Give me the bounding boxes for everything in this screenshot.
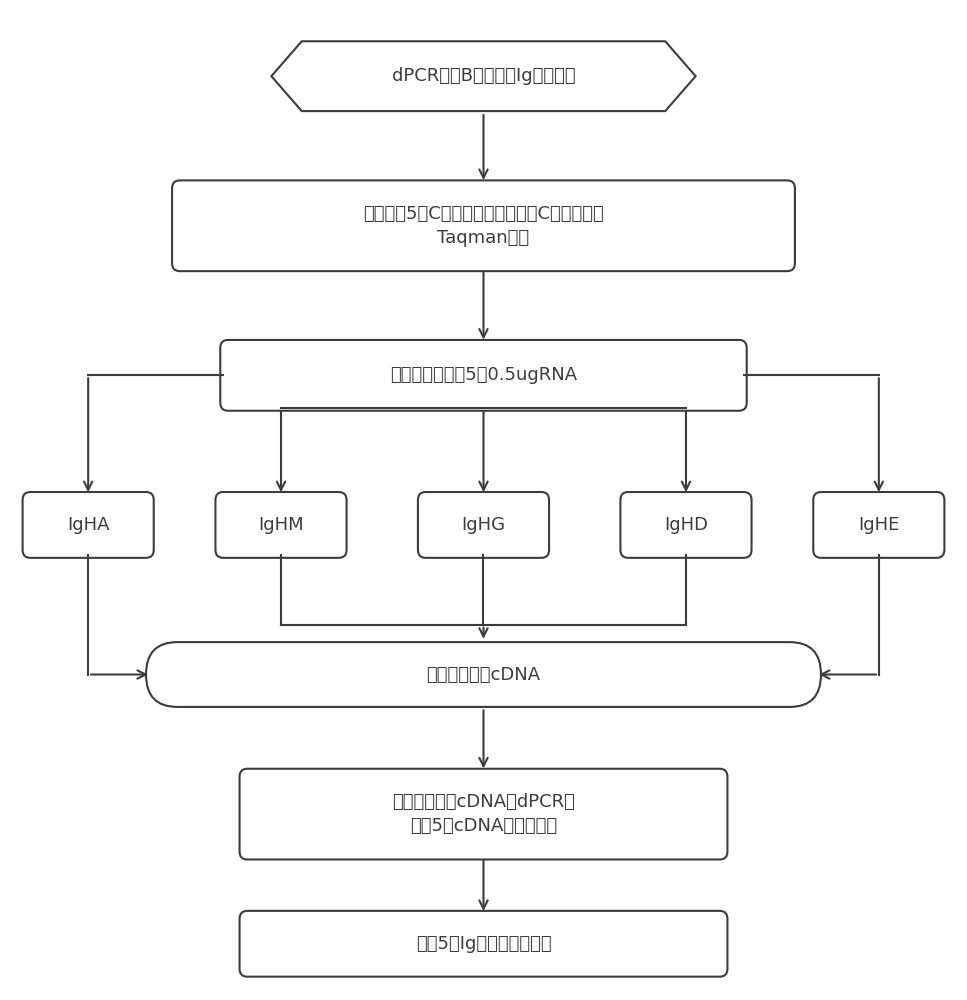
FancyBboxPatch shape: [146, 642, 821, 707]
Text: IgHM: IgHM: [258, 516, 304, 534]
Text: 分别设计5种C区反转录引物、扩增C区的引物和
Taqman探针: 分别设计5种C区反转录引物、扩增C区的引物和 Taqman探针: [364, 205, 603, 247]
Polygon shape: [272, 41, 695, 111]
Text: 计算5种Ig基因的分布比例: 计算5种Ig基因的分布比例: [416, 935, 551, 953]
Text: IgHE: IgHE: [858, 516, 899, 534]
FancyBboxPatch shape: [220, 340, 747, 411]
FancyBboxPatch shape: [621, 492, 751, 558]
Text: IgHG: IgHG: [461, 516, 506, 534]
FancyBboxPatch shape: [240, 769, 727, 859]
Text: dPCR鉴定B淋巴细胞Ig基因分布: dPCR鉴定B淋巴细胞Ig基因分布: [392, 67, 575, 85]
Text: 同个样本分别取5份0.5ugRNA: 同个样本分别取5份0.5ugRNA: [390, 366, 577, 384]
FancyBboxPatch shape: [22, 492, 154, 558]
FancyBboxPatch shape: [240, 911, 727, 977]
Text: IgHD: IgHD: [664, 516, 708, 534]
FancyBboxPatch shape: [813, 492, 945, 558]
Text: 取同样体积的cDNA，dPCR仪
检测5种cDNA原始拷贝数: 取同样体积的cDNA，dPCR仪 检测5种cDNA原始拷贝数: [392, 793, 575, 835]
Text: 分别反转录为cDNA: 分别反转录为cDNA: [426, 666, 541, 684]
FancyBboxPatch shape: [418, 492, 549, 558]
FancyBboxPatch shape: [172, 180, 795, 271]
FancyBboxPatch shape: [216, 492, 346, 558]
Text: IgHA: IgHA: [67, 516, 109, 534]
